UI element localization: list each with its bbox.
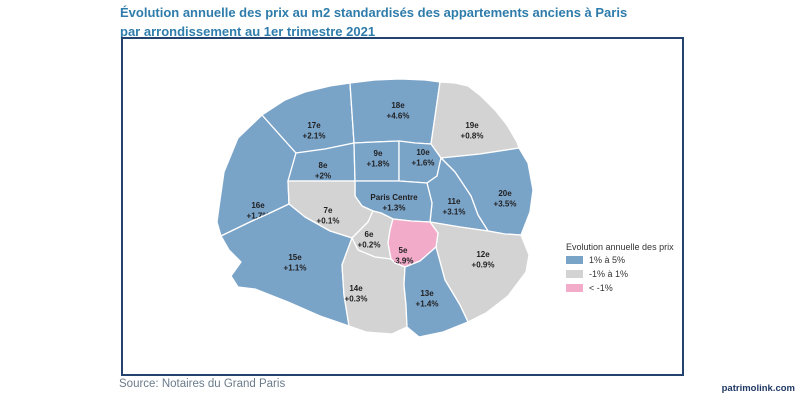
- region-value-13e: +1.4%: [416, 300, 439, 309]
- region-13e: [403, 246, 469, 338]
- source-note: Source: Notaires du Grand Paris: [119, 378, 286, 390]
- region-label-7e: 7e: [324, 206, 333, 215]
- legend-swatch-down: [566, 284, 583, 292]
- legend-item-down: < -1%: [566, 283, 686, 293]
- region-19e: [430, 81, 520, 159]
- region-label-12e: 12e: [476, 250, 490, 259]
- chart-title: Évolution annuelle des prix au m2 standa…: [120, 3, 720, 41]
- legend-label-flat: -1% à 1%: [589, 269, 629, 279]
- legend-swatch-flat: [566, 270, 583, 278]
- region-value-7e: +0.1%: [317, 217, 340, 226]
- region-value-14e: +0.3%: [345, 295, 368, 304]
- region-label-20e: 20e: [498, 189, 512, 198]
- region-label-13e: 13e: [420, 289, 434, 298]
- chart-title-line2: par arrondissement au 1er trimestre 2021: [120, 24, 376, 39]
- region-value-18e: +4.6%: [387, 112, 410, 121]
- region-value-12e: +0.9%: [472, 261, 495, 270]
- legend: Evolution annuelle des prix 1% à 5% -1% …: [566, 242, 686, 297]
- region-label-14e: 14e: [349, 284, 363, 293]
- region-label-17e: 17e: [307, 121, 321, 130]
- region-label-15e: 15e: [288, 253, 302, 262]
- region-label-9e: 9e: [374, 149, 383, 158]
- region-value-5e: -3.9%: [393, 257, 414, 266]
- region-value-6e: +0.2%: [358, 241, 381, 250]
- region-value-16e: +1.7%: [247, 212, 270, 221]
- region-value-paris-centre: +1.3%: [383, 204, 406, 213]
- region-value-11e: +3.1%: [443, 208, 466, 217]
- region-label-16e: 16e: [251, 201, 265, 210]
- legend-label-down: < -1%: [589, 283, 613, 293]
- legend-label-up: 1% à 5%: [589, 255, 626, 265]
- arrondissement-15e: 15e +1.1%: [220, 203, 353, 327]
- region-value-9e: +1.8%: [367, 160, 390, 169]
- arrondissement-13e: 13e +1.4%: [403, 246, 469, 338]
- region-value-17e: +2.1%: [303, 132, 326, 141]
- region-value-15e: +1.1%: [284, 264, 307, 273]
- arrondissement-19e: 19e +0.8%: [430, 81, 520, 159]
- legend-item-up: 1% à 5%: [566, 255, 686, 265]
- region-label-18e: 18e: [391, 101, 405, 110]
- region-value-20e: +3.5%: [494, 200, 517, 209]
- region-label-6e: 6e: [365, 230, 374, 239]
- region-label-19e: 19e: [465, 121, 479, 130]
- region-value-19e: +0.8%: [461, 132, 484, 141]
- arrondissement-9e: 9e +1.8%: [353, 140, 400, 182]
- legend-item-flat: -1% à 1%: [566, 269, 686, 279]
- chart-title-line1: Évolution annuelle des prix au m2 standa…: [120, 5, 628, 20]
- region-label-paris-centre: Paris Centre: [370, 193, 418, 202]
- legend-swatch-up: [566, 256, 583, 264]
- region-15e: [220, 203, 353, 327]
- region-label-11e: 11e: [448, 197, 461, 206]
- region-label-8e: 8e: [319, 161, 328, 170]
- arrondissement-18e: 18e +4.6%: [349, 78, 441, 145]
- legend-title: Evolution annuelle des prix: [566, 242, 674, 252]
- region-value-8e: +2%: [315, 172, 331, 181]
- brand-watermark: patrimolink.com: [721, 383, 795, 394]
- region-label-5e: 5e: [399, 246, 408, 255]
- region-label-10e: 10e: [416, 148, 430, 157]
- region-value-10e: +1.6%: [412, 159, 435, 168]
